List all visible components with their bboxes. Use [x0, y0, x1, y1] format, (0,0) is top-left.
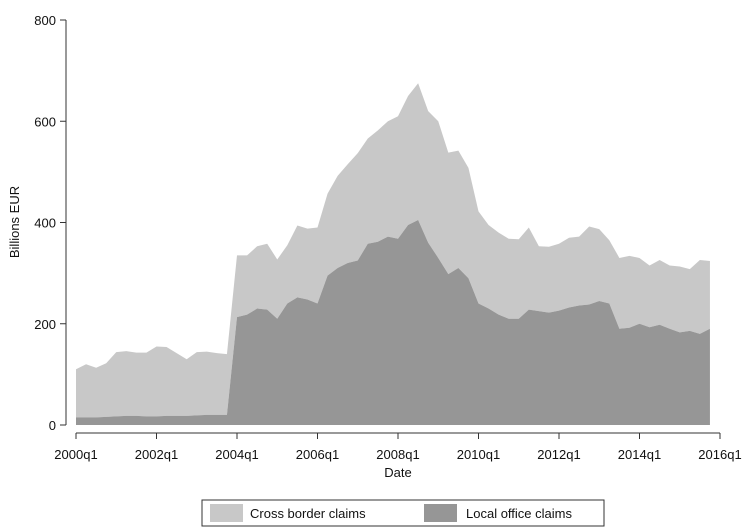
- x-tick-label: 2004q1: [215, 447, 258, 462]
- area-cross-border-claims: [76, 83, 710, 418]
- legend-frame: [201, 499, 605, 527]
- x-tick-label: 2008q1: [376, 447, 419, 462]
- area-local-office-claims: [76, 219, 710, 425]
- legend-swatch-local-office: [424, 504, 457, 522]
- x-ticks: 2000q1 2002q1 2004q1 2006q1 2008q1 2010q1 2012…: [54, 433, 742, 462]
- y-tick-label: 600: [34, 114, 56, 129]
- x-tick-label: 2014q1: [618, 447, 661, 462]
- plot-areas: [76, 83, 710, 425]
- legend-swatch-cross-border: [210, 504, 243, 522]
- y-tick-label: 800: [34, 13, 56, 28]
- x-tick-label: 2006q1: [296, 447, 339, 462]
- x-tick-label: 2000q1: [54, 447, 97, 462]
- x-tick-label: 2002q1: [135, 447, 178, 462]
- y-tick-label: 0: [49, 418, 56, 433]
- x-tick-label: 2012q1: [537, 447, 580, 462]
- x-tick-label: 2010q1: [457, 447, 500, 462]
- legend-label-cross-border: Cross border claims: [250, 506, 366, 521]
- x-axis-title: Date: [384, 465, 411, 480]
- legend: Cross border claims Local office claims: [201, 499, 605, 527]
- legend-label-local-office: Local office claims: [466, 506, 572, 521]
- y-ticks: 0 200 400 600 800: [34, 13, 66, 433]
- y-tick-label: 400: [34, 216, 56, 231]
- y-axis-title: Billions EUR: [7, 186, 22, 258]
- x-tick-label: 2016q1: [698, 447, 741, 462]
- y-tick-label: 200: [34, 317, 56, 332]
